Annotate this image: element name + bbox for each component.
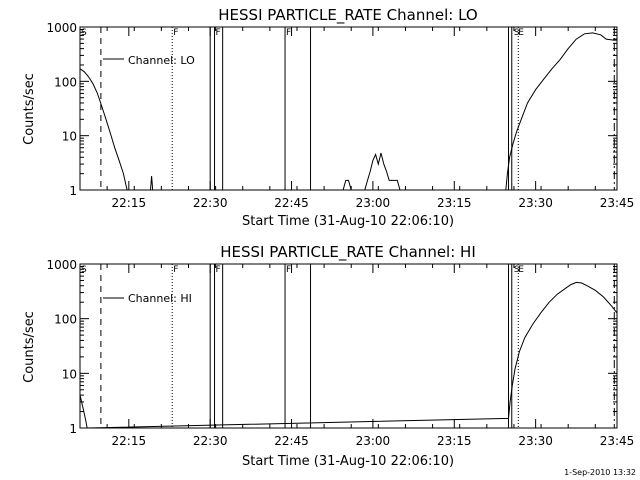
y-tick-label: 1: [69, 184, 77, 198]
plot-frame: [79, 26, 618, 191]
event-annotation: S: [514, 265, 520, 275]
legend-label-hi: Channel: HI: [128, 292, 192, 305]
x-axis-label-hi: Start Time (31-Aug-10 22:06:10): [242, 454, 454, 469]
footer-timestamp: 1-Sep-2010 13:32: [564, 468, 636, 477]
y-axis: 1 10 100 1000: [46, 258, 617, 436]
y-tick-label: 1000: [46, 21, 77, 35]
event-markers: [100, 264, 615, 428]
event-annotation: S: [81, 265, 87, 275]
x-tick-label: 23:00: [356, 434, 391, 448]
panel-hi-channel: HESSI PARTICLE_RATE Channel: HI Counts/s…: [22, 243, 635, 469]
y-tick-label: 10: [62, 130, 77, 144]
event-annotation: S: [514, 28, 520, 38]
event-annotation: E: [518, 265, 524, 275]
x-tick-label: 22:15: [112, 196, 147, 210]
x-tick-label: 23:15: [437, 434, 472, 448]
x-tick-label: 23:30: [518, 196, 553, 210]
x-tick-label: 23:00: [356, 196, 391, 210]
event-annotation: F: [173, 265, 178, 275]
x-tick-label: 22:30: [193, 434, 228, 448]
y-tick-label: 100: [54, 313, 77, 327]
event-annotation: S: [81, 28, 87, 38]
event-annotation: F: [216, 265, 221, 275]
y-tick-label: 100: [54, 75, 77, 89]
y-axis-label-lo: Counts/sec: [22, 73, 37, 145]
x-tick-label: 22:45: [274, 434, 309, 448]
chart-title-lo: HESSI PARTICLE_RATE Channel: LO: [218, 6, 477, 25]
series-line: [80, 281, 617, 428]
x-tick-label: 22:45: [274, 196, 309, 210]
y-axis: 1 10 100 1000: [46, 21, 617, 198]
series-line: [80, 32, 617, 190]
event-annotation: F: [173, 28, 178, 38]
y-tick-label: 10: [62, 367, 77, 381]
x-tick-label: 22:30: [193, 196, 228, 210]
event-annotation: F: [286, 28, 291, 38]
x-axis: 22:15 22:30 22:45 23:00 23:15 23:30 23:45: [79, 27, 635, 210]
plot-frame: [79, 263, 618, 429]
event-markers: [100, 27, 615, 190]
y-tick-label: 1: [69, 422, 77, 436]
x-axis: 22:15 22:30 22:45 23:00 23:15 23:30 23:45: [79, 264, 635, 448]
x-tick-label: 23:45: [600, 196, 635, 210]
x-tick-label: 23:15: [437, 196, 472, 210]
x-axis-label-lo: Start Time (31-Aug-10 22:06:10): [242, 214, 454, 229]
chart-title-hi: HESSI PARTICLE_RATE Channel: HI: [220, 243, 476, 262]
event-annotation: F: [216, 28, 221, 38]
x-tick-label: 22:15: [112, 434, 147, 448]
event-annotation: E: [518, 28, 524, 38]
y-tick-label: 1000: [46, 258, 77, 272]
panel-lo-channel: HESSI PARTICLE_RATE Channel: LO Counts/s…: [22, 6, 635, 229]
x-tick-label: 23:30: [518, 434, 553, 448]
x-tick-label: 23:45: [600, 434, 635, 448]
event-annotation: F: [286, 265, 291, 275]
legend-label-lo: Channel: LO: [128, 54, 195, 67]
y-axis-label-hi: Counts/sec: [22, 311, 37, 383]
